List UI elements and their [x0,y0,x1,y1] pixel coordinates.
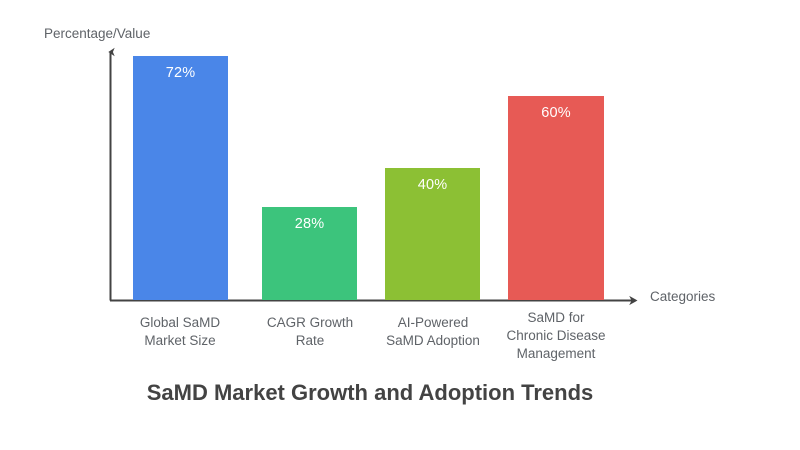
chart-title: SaMD Market Growth and Adoption Trends [110,378,630,408]
bar-value-label: 72% [165,65,196,81]
category-label-cagr-growth-rate: CAGR Growth Rate [240,314,380,350]
category-label-line: SaMD for [527,310,585,325]
category-label-line: SaMD Adoption [386,333,480,348]
bar-value-label: 28% [294,216,325,232]
bar-samd-chronic-disease-management[interactable]: 60% [508,96,604,300]
bar-cagr-growth-rate[interactable]: 28% [262,207,357,300]
bar-global-samd-market-size[interactable]: 72% [133,56,228,300]
category-label-global-samd-market-size: Global SaMD Market Size [110,314,250,350]
x-axis-title: Categories [650,289,716,304]
bar-ai-powered-samd-adoption[interactable]: 40% [385,168,480,300]
y-axis-title: Percentage/Value [44,26,151,41]
category-label-line: CAGR Growth [266,315,354,330]
category-label-line: Market Size [144,333,216,348]
category-label-line: Management [516,346,596,361]
category-label-line: Chronic Disease [506,328,606,343]
category-label-line: AI-Powered [397,315,469,330]
category-label-line: Global SaMD [139,315,221,330]
bar-value-label: 40% [417,177,448,193]
bar-value-label: 60% [541,105,571,121]
category-label-line: Rate [295,333,325,348]
chart-title-line: SaMD Market Growth and Adoption [146,380,516,405]
chart-title-line: Trends [521,380,594,405]
category-label-samd-chronic-disease-management: SaMD for Chronic Disease Management [486,309,626,363]
category-label-ai-powered-samd-adoption: AI-Powered SaMD Adoption [363,314,503,350]
